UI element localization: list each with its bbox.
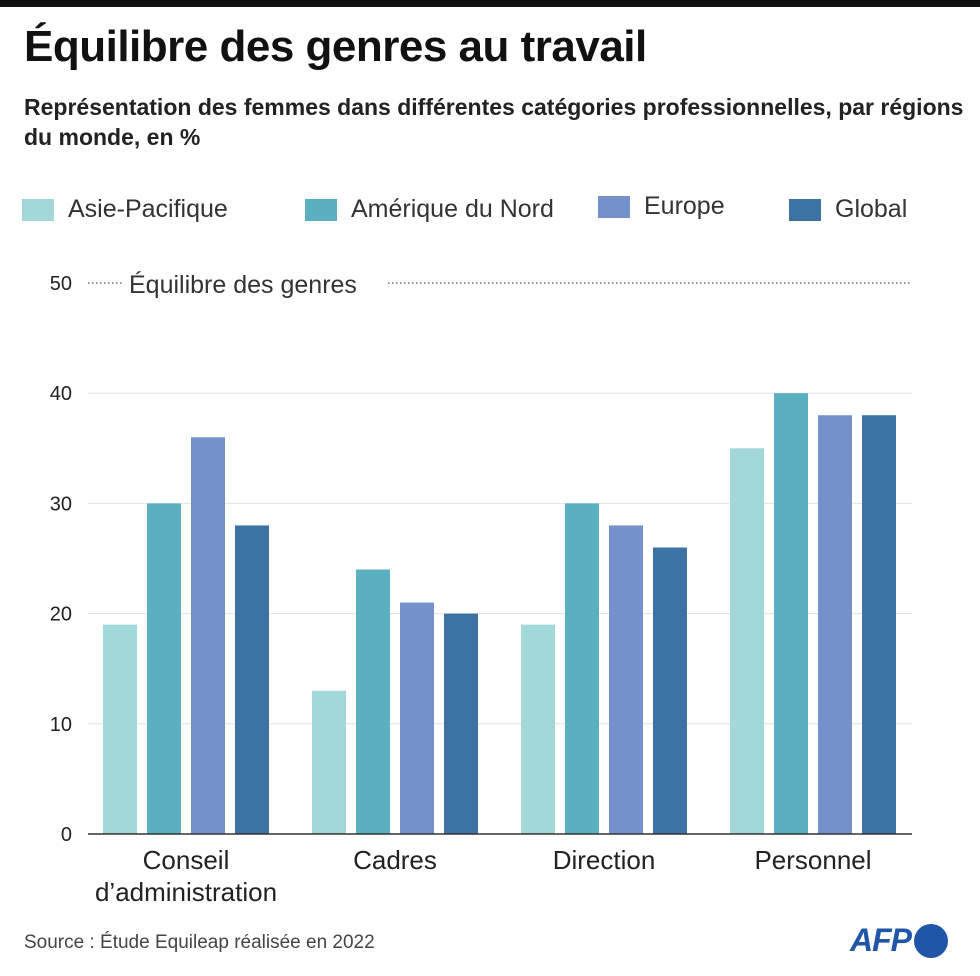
legend-label: Global <box>835 195 908 223</box>
legend-item-europe: Europe <box>598 192 725 221</box>
y-tick-label: 50 <box>50 273 72 295</box>
bar-asie-pacifique <box>521 624 555 834</box>
x-tick-label: Personnel <box>754 845 871 875</box>
x-tick-label: Cadres <box>353 845 437 875</box>
legend-swatch <box>598 195 630 218</box>
bar-am-rique-du-nord <box>774 393 808 834</box>
bar-asie-pacifique <box>312 690 346 834</box>
legend-label: Europe <box>644 192 725 220</box>
afp-logo: AFP <box>850 922 948 959</box>
bar-global <box>653 547 687 834</box>
x-tick-label: d’administration <box>95 877 277 907</box>
legend-swatch <box>22 198 54 221</box>
bar-europe <box>191 437 225 834</box>
y-tick-label: 30 <box>50 493 72 515</box>
y-tick-label: 10 <box>50 714 72 736</box>
bar-global <box>444 613 478 834</box>
legend-item-amerique-du-nord: Amérique du Nord <box>305 195 554 224</box>
bar-am-rique-du-nord <box>147 503 181 834</box>
legend-swatch <box>305 198 337 221</box>
chart-title: Équilibre des genres au travail <box>24 22 647 71</box>
bar-am-rique-du-nord <box>565 503 599 834</box>
reference-label: Équilibre des genres <box>129 270 357 299</box>
bar-europe <box>609 525 643 834</box>
bar-global <box>862 415 896 834</box>
chart-subtitle: Représentation des femmes dans différent… <box>24 94 964 150</box>
bar-europe <box>400 602 434 834</box>
legend-item-global: Global <box>789 195 907 224</box>
y-tick-label: 40 <box>50 383 72 405</box>
legend-item-asie-pacifique: Asie-Pacifique <box>22 195 228 224</box>
x-tick-label: Conseil <box>143 845 230 875</box>
source-note: Source : Étude Equileap réalisée en 2022 <box>24 932 375 953</box>
y-tick-label: 20 <box>50 604 72 626</box>
bar-am-rique-du-nord <box>356 569 390 834</box>
legend-label: Amérique du Nord <box>351 195 554 223</box>
y-tick-label: 0 <box>61 824 72 846</box>
bar-asie-pacifique <box>103 624 137 834</box>
top-bar <box>0 0 980 7</box>
legend-label: Asie-Pacifique <box>68 195 228 223</box>
legend-swatch <box>789 198 821 221</box>
bar-asie-pacifique <box>730 448 764 834</box>
bar-europe <box>818 415 852 834</box>
bar-global <box>235 525 269 834</box>
x-tick-label: Direction <box>553 845 656 875</box>
